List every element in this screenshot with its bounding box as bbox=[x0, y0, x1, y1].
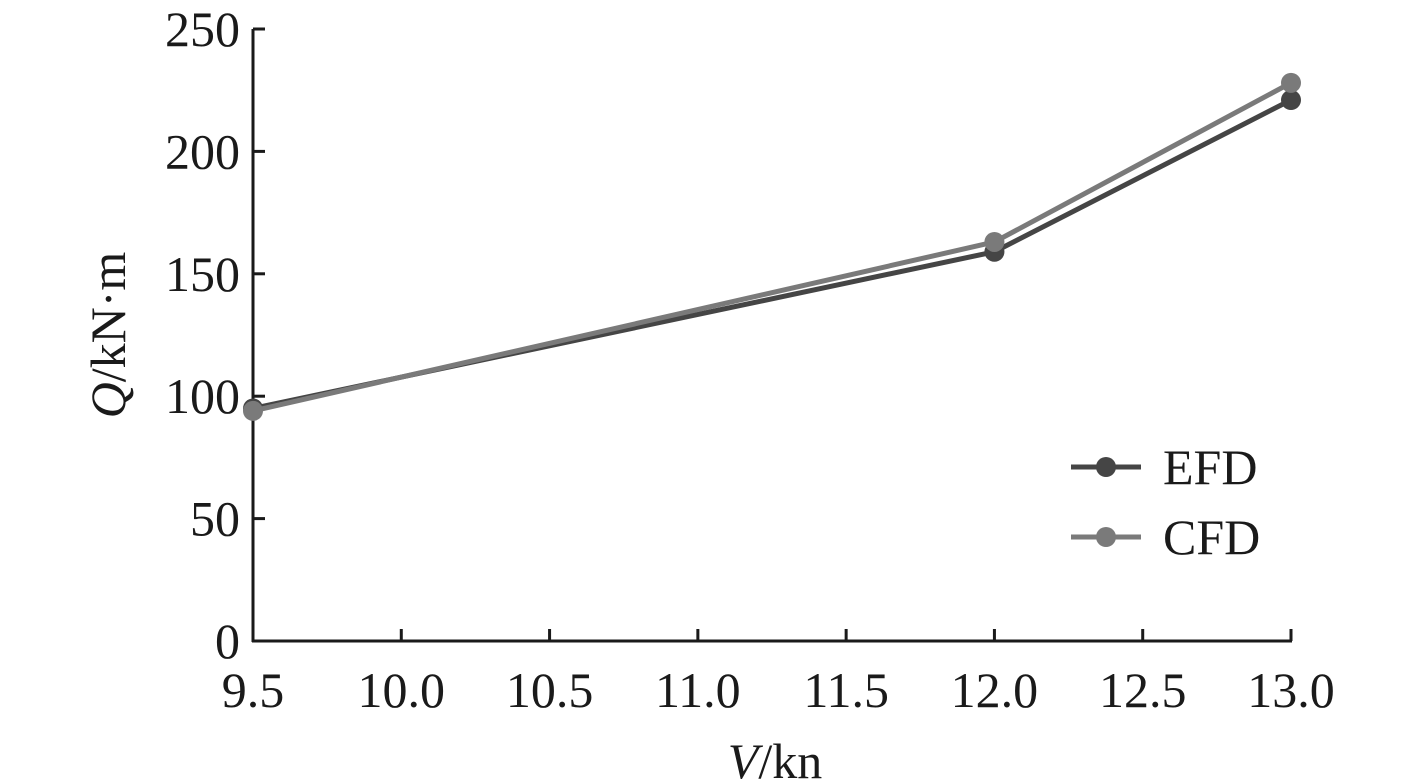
data-point-cfd bbox=[984, 231, 1005, 252]
ticks: 0 50 100 150 200 250 9.5 10.0 10.5 11.0 11.5 12.0 12… bbox=[165, 1, 1335, 718]
series-line-cfd bbox=[252, 80, 1293, 414]
y-tick-label: 200 bbox=[165, 123, 240, 179]
data-point-efd bbox=[1281, 89, 1301, 110]
legend-marker-cfd bbox=[1096, 527, 1116, 547]
legend: EFD CFD bbox=[1071, 439, 1260, 565]
x-tick-label: 12.5 bbox=[1099, 662, 1187, 718]
y-axis-unit: /kN·m bbox=[80, 252, 136, 383]
x-tick-label: 9.5 bbox=[222, 662, 285, 718]
series-line-efd bbox=[252, 97, 1293, 411]
y-tick-label: 100 bbox=[165, 368, 240, 424]
legend-label-efd: EFD bbox=[1163, 439, 1257, 495]
y-tick-label: 150 bbox=[165, 246, 240, 302]
y-tick-label: 250 bbox=[165, 1, 240, 57]
x-tick-label: 10.0 bbox=[358, 662, 446, 718]
data-point-cfd bbox=[1281, 72, 1301, 93]
x-axis-unit: /kn bbox=[758, 733, 822, 782]
x-tick-label: 11.5 bbox=[803, 662, 889, 718]
x-tick-label: 10.5 bbox=[506, 662, 594, 718]
x-tick-label: 11.0 bbox=[655, 662, 741, 718]
legend-marker-efd bbox=[1096, 457, 1116, 477]
legend-label-cfd: CFD bbox=[1163, 509, 1260, 565]
x-axis-title: V/kn bbox=[728, 733, 822, 782]
series-group bbox=[243, 72, 1301, 421]
data-point-cfd bbox=[243, 400, 263, 421]
y-tick-label: 50 bbox=[190, 491, 240, 547]
y-axis-symbol: Q bbox=[80, 382, 136, 418]
x-tick-label: 12.0 bbox=[951, 662, 1039, 718]
x-axis-symbol: V bbox=[728, 733, 764, 782]
axes bbox=[251, 29, 1292, 643]
y-axis-title: Q/kN·m bbox=[80, 252, 136, 419]
x-tick-label: 13.0 bbox=[1247, 662, 1335, 718]
y-tick-label: 0 bbox=[215, 613, 240, 669]
